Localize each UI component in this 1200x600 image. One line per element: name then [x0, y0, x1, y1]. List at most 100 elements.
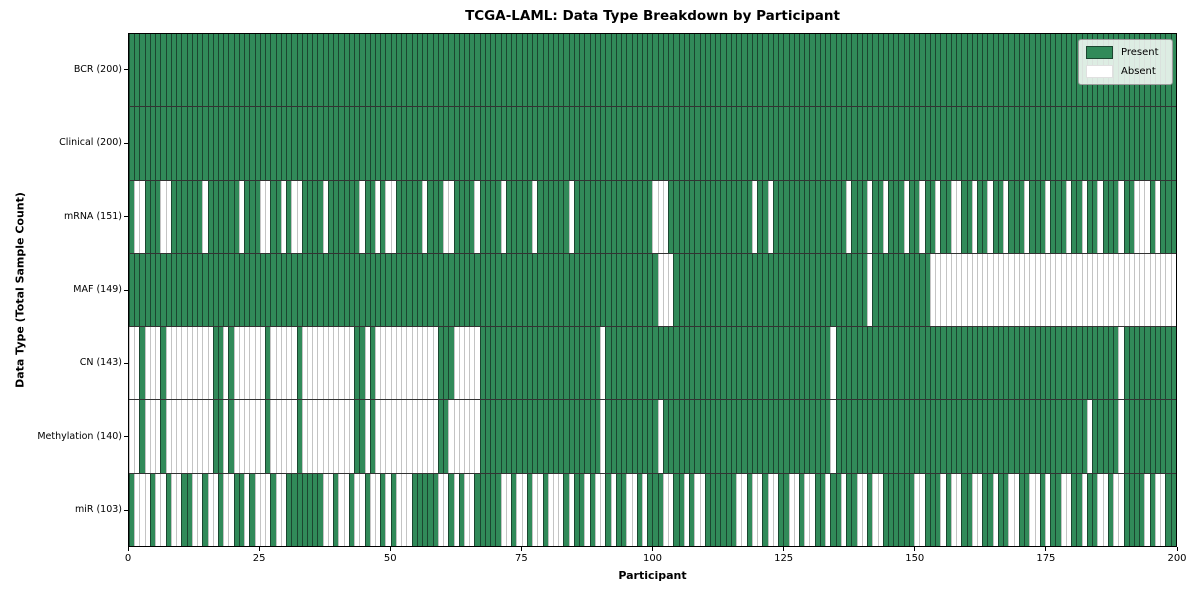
heatmap-cell [338, 400, 344, 473]
x-tick-label: 200 [1167, 553, 1187, 564]
heatmap-cell [322, 107, 328, 180]
heatmap-cell [914, 253, 920, 327]
heatmap-cell [338, 253, 344, 327]
heatmap-cell [1050, 34, 1056, 107]
heatmap-cell [1165, 327, 1171, 400]
heatmap-cell [244, 400, 250, 473]
heatmap-cell [458, 34, 464, 107]
heatmap-cell [511, 107, 517, 180]
heatmap-cell [966, 107, 972, 180]
heatmap-cell [484, 180, 491, 253]
heatmap-cell [689, 253, 695, 327]
heatmap-cell [186, 327, 192, 400]
heatmap-cell [265, 107, 271, 180]
heatmap-cell [903, 400, 909, 473]
heatmap-cell [746, 107, 752, 180]
heatmap-cell [668, 180, 674, 253]
heatmap-cell [982, 473, 988, 546]
heatmap-cell [914, 107, 920, 180]
y-tick-mark [124, 216, 128, 218]
heatmap-cell [987, 253, 993, 327]
heatmap-cell [1050, 400, 1056, 473]
heatmap-cell [846, 327, 852, 400]
heatmap-cell [568, 327, 574, 400]
heatmap-cell [924, 473, 930, 546]
heatmap-cell [908, 400, 915, 473]
heatmap-cell [976, 253, 983, 327]
heatmap-cell [244, 473, 250, 546]
heatmap-cell [835, 107, 841, 180]
heatmap-row [129, 472, 1176, 546]
y-tick-mark [124, 362, 128, 364]
heatmap-cell [908, 180, 915, 253]
heatmap-cell [867, 34, 873, 107]
heatmap-cell [720, 327, 726, 400]
heatmap-cell [411, 180, 417, 253]
heatmap-cell [296, 327, 302, 400]
heatmap-cell [521, 400, 527, 473]
heatmap-cell [1107, 180, 1114, 253]
heatmap-cell [683, 107, 690, 180]
heatmap-cell [1165, 400, 1171, 473]
heatmap-cell [992, 34, 998, 107]
heatmap-cell [176, 400, 182, 473]
heatmap-cell [155, 34, 161, 107]
heatmap-cell [1013, 253, 1019, 327]
heatmap-cell [631, 253, 637, 327]
heatmap-cell [1134, 400, 1140, 473]
heatmap-cell [908, 473, 915, 546]
heatmap-cell [971, 473, 977, 546]
heatmap-cell [1029, 107, 1035, 180]
heatmap-cell [971, 34, 977, 107]
heatmap-cell [647, 327, 653, 400]
heatmap-cell [170, 400, 177, 473]
heatmap-cell [286, 327, 292, 400]
heatmap-cell [877, 400, 883, 473]
x-tick-label: 100 [642, 553, 663, 564]
heatmap-cell [286, 253, 292, 327]
heatmap-cell [306, 473, 313, 546]
heatmap-cell [762, 180, 768, 253]
heatmap-cell [500, 400, 506, 473]
heatmap-cell [846, 180, 852, 253]
heatmap-cell [641, 180, 648, 253]
heatmap-cell [254, 107, 260, 180]
heatmap-cell [976, 180, 983, 253]
heatmap-cell [191, 180, 198, 253]
heatmap-cell [385, 180, 391, 253]
heatmap-cell [500, 107, 506, 180]
heatmap-cell [155, 327, 161, 400]
heatmap-cell [647, 34, 653, 107]
heatmap-cell [835, 34, 841, 107]
heatmap-cell [893, 34, 899, 107]
heatmap-cell [746, 473, 752, 546]
heatmap-cell [1170, 400, 1176, 473]
heatmap-cell [715, 180, 721, 253]
heatmap-cell [568, 400, 574, 473]
heatmap-cell [505, 253, 512, 327]
heatmap-cell [301, 180, 307, 253]
heatmap-cell [422, 327, 428, 400]
heatmap-cell [375, 400, 381, 473]
heatmap-cell [579, 327, 585, 400]
heatmap-cell [238, 400, 245, 473]
heatmap-cell [804, 473, 810, 546]
heatmap-cell [458, 180, 464, 253]
heatmap-cell [1123, 253, 1129, 327]
heatmap-cell [793, 180, 799, 253]
heatmap-cell [631, 400, 637, 473]
heatmap-cell [558, 34, 564, 107]
heatmap-cell [369, 107, 376, 180]
heatmap-cell [275, 400, 281, 473]
heatmap-cell [678, 253, 684, 327]
heatmap-cell [1134, 473, 1140, 546]
heatmap-cell [181, 400, 187, 473]
heatmap-cell [212, 107, 218, 180]
heatmap-cell [641, 473, 648, 546]
heatmap-cell [751, 34, 758, 107]
heatmap-cell [484, 400, 491, 473]
heatmap-cell [521, 180, 527, 253]
heatmap-cell [474, 107, 480, 180]
x-tick-label: 0 [124, 553, 132, 564]
heatmap-cell [778, 400, 784, 473]
